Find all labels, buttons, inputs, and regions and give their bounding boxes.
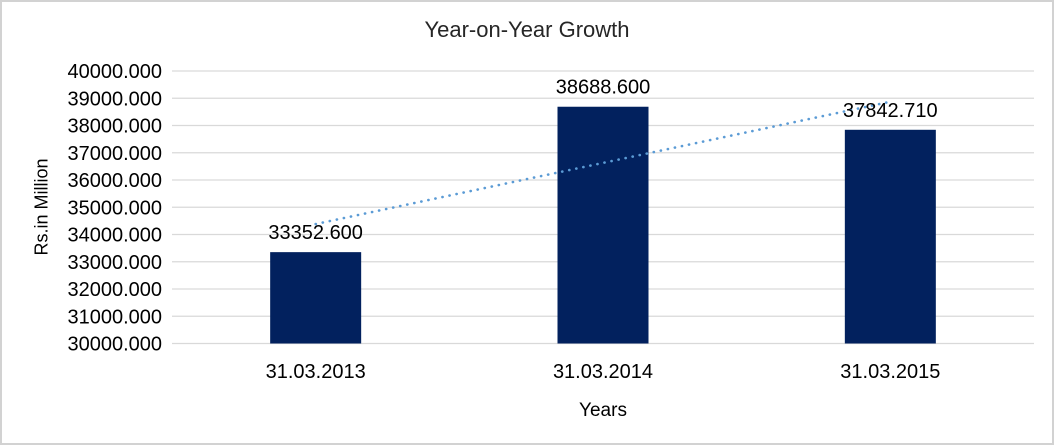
y-tick-label: 37000.000: [67, 143, 162, 165]
chart-title: Year-on-Year Growth: [424, 17, 630, 42]
y-tick-label: 39000.000: [67, 88, 162, 110]
y-tick-label: 30000.000: [67, 334, 162, 356]
y-tick-label: 40000.000: [67, 61, 162, 83]
y-axis-title: Rs.in Million: [31, 158, 52, 256]
y-tick-label: 38000.000: [67, 116, 162, 138]
data-label: 38688.600: [556, 77, 651, 99]
y-tick-label: 36000.000: [67, 170, 162, 192]
y-tick-label: 35000.000: [67, 197, 162, 219]
y-tick-label: 33000.000: [67, 252, 162, 274]
bar: [844, 129, 936, 344]
bar: [270, 252, 362, 344]
bar: [557, 106, 649, 344]
x-axis-title: Years: [579, 400, 627, 421]
data-label: 33352.600: [268, 222, 363, 244]
x-tick-label: 31.03.2013: [266, 361, 366, 383]
y-tick-label: 32000.000: [67, 279, 162, 301]
y-tick-label: 31000.000: [67, 306, 162, 328]
trendline: [314, 100, 892, 226]
x-tick-label: 31.03.2015: [840, 361, 940, 383]
data-label: 37842.710: [843, 100, 938, 122]
y-tick-label: 34000.000: [67, 225, 162, 247]
x-tick-label: 31.03.2014: [553, 361, 653, 383]
